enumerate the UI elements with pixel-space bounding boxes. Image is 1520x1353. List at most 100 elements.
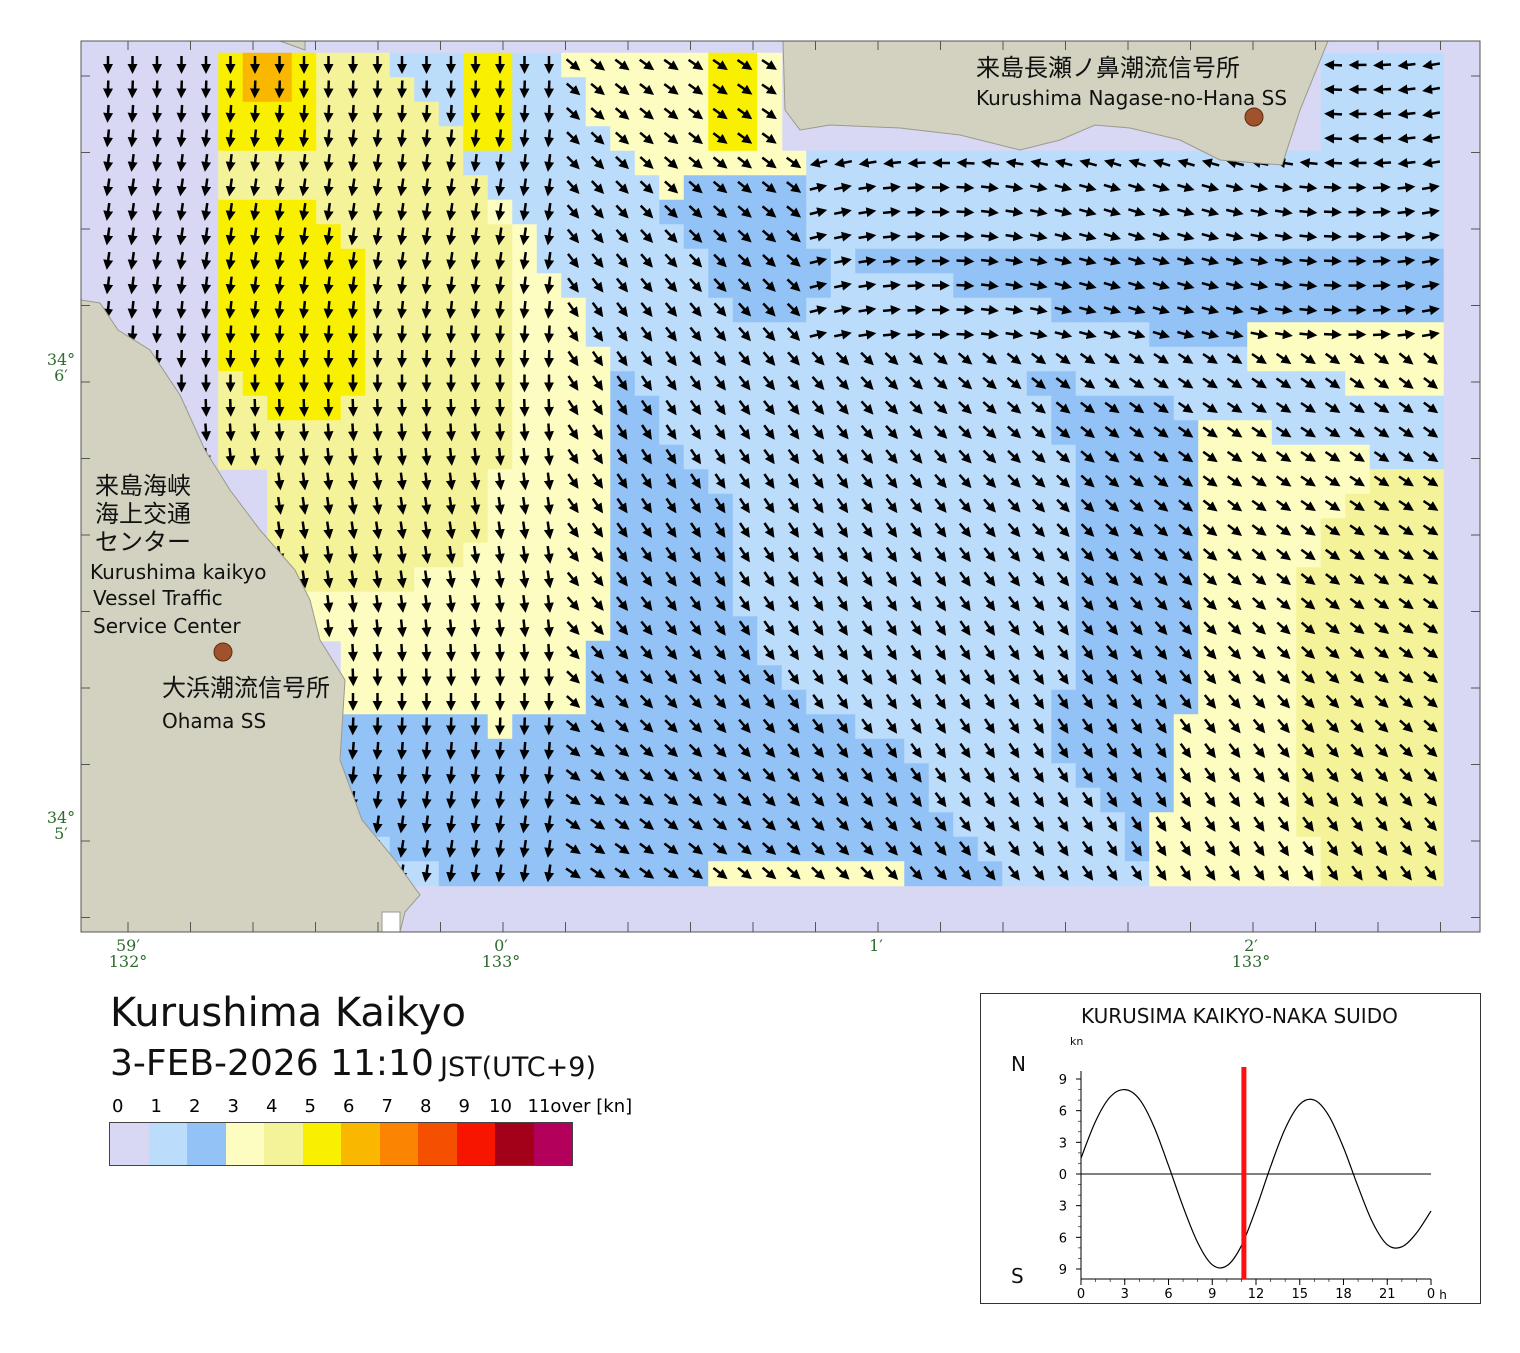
current-arrow [201,300,212,319]
current-arrow [737,278,752,292]
current-arrow [567,424,579,440]
current-arrow [470,202,481,221]
current-arrow [787,351,800,366]
current-arrow [763,424,775,440]
current-arrow [348,300,359,319]
current-arrow [225,398,236,417]
current-arrow [323,300,334,319]
current-arrow [567,375,579,391]
current-arrow [1055,352,1071,365]
current-arrow [738,473,751,489]
current-arrow [103,178,114,197]
current-arrow [445,545,456,564]
current-arrow [397,104,408,123]
current-arrow [1031,377,1047,389]
current-arrow [1251,548,1267,561]
current-arrow [1055,425,1071,439]
current-arrow [1324,548,1341,561]
current-arrow [1250,329,1269,340]
current-arrow [761,229,777,243]
current-arrow [1251,572,1267,586]
current-arrow [1081,571,1094,587]
current-arrow [958,522,972,538]
current-arrow [1225,231,1244,242]
current-arrow [1154,572,1168,586]
current-arrow [1226,426,1243,438]
current-arrow [152,276,163,295]
current-arrow [885,571,898,587]
current-arrow [763,595,775,612]
current-arrow [665,546,677,563]
current-arrow [762,302,776,317]
current-arrow [1299,206,1318,217]
current-arrow [1275,475,1292,487]
current-arrow [738,645,751,661]
current-arrow [860,376,874,390]
current-arrow [1422,84,1441,95]
current-arrow [858,280,877,291]
current-arrow [543,619,554,638]
current-arrow [1078,304,1097,315]
current-arrow [1103,231,1122,241]
current-arrow [421,129,432,148]
current-arrow [544,178,555,197]
current-arrow [470,129,481,148]
current-arrow [495,300,506,319]
current-arrow [1251,426,1267,438]
current-arrow [1079,377,1096,389]
current-arrow [543,570,554,589]
current-arrow [274,251,285,270]
current-arrow [372,153,383,172]
current-arrow [907,182,926,193]
current-arrow [225,423,236,442]
current-arrow [882,207,901,218]
current-arrow [1397,133,1416,144]
current-arrow [201,202,212,221]
current-arrow [1373,548,1390,561]
current-arrow [1078,255,1097,266]
current-arrow [1422,573,1439,585]
current-arrow [176,325,187,344]
current-arrow [591,596,604,611]
current-arrow [1029,329,1048,340]
current-arrow [836,620,848,636]
current-arrow [470,300,481,319]
current-arrow [470,570,481,589]
current-arrow [372,80,383,99]
current-arrow [882,256,901,267]
current-arrow [980,329,999,340]
current-arrow [1227,524,1243,536]
current-arrow [712,180,728,194]
current-arrow [495,202,506,221]
current-arrow [1324,109,1343,120]
current-arrow [470,153,481,172]
current-arrow [519,472,530,491]
current-arrow [1423,377,1439,389]
current-arrow [1202,572,1218,586]
current-arrow [519,496,530,515]
current-arrow [1080,547,1095,562]
tide-y-tick-label: 3 [1059,1200,1067,1215]
current-arrow [980,304,999,315]
current-arrow [1128,158,1146,169]
vts-name-jp-3: センター [95,528,191,556]
current-arrow [614,107,630,120]
current-arrow [836,595,848,612]
current-arrow [127,227,138,246]
current-arrow [1422,59,1441,70]
current-arrow [544,276,555,295]
current-arrow [299,129,310,148]
current-arrow [956,280,975,291]
current-arrow [127,251,138,270]
current-arrow [421,300,432,319]
current-arrow [882,182,901,193]
current-arrow [372,741,383,760]
current-arrow [1202,426,1218,438]
current-arrow [738,400,751,416]
current-arrow [616,522,628,538]
current-arrow [299,153,310,172]
current-arrow [812,497,824,514]
current-arrow [714,620,726,636]
current-arrow [1054,280,1073,291]
current-arrow [883,157,902,168]
